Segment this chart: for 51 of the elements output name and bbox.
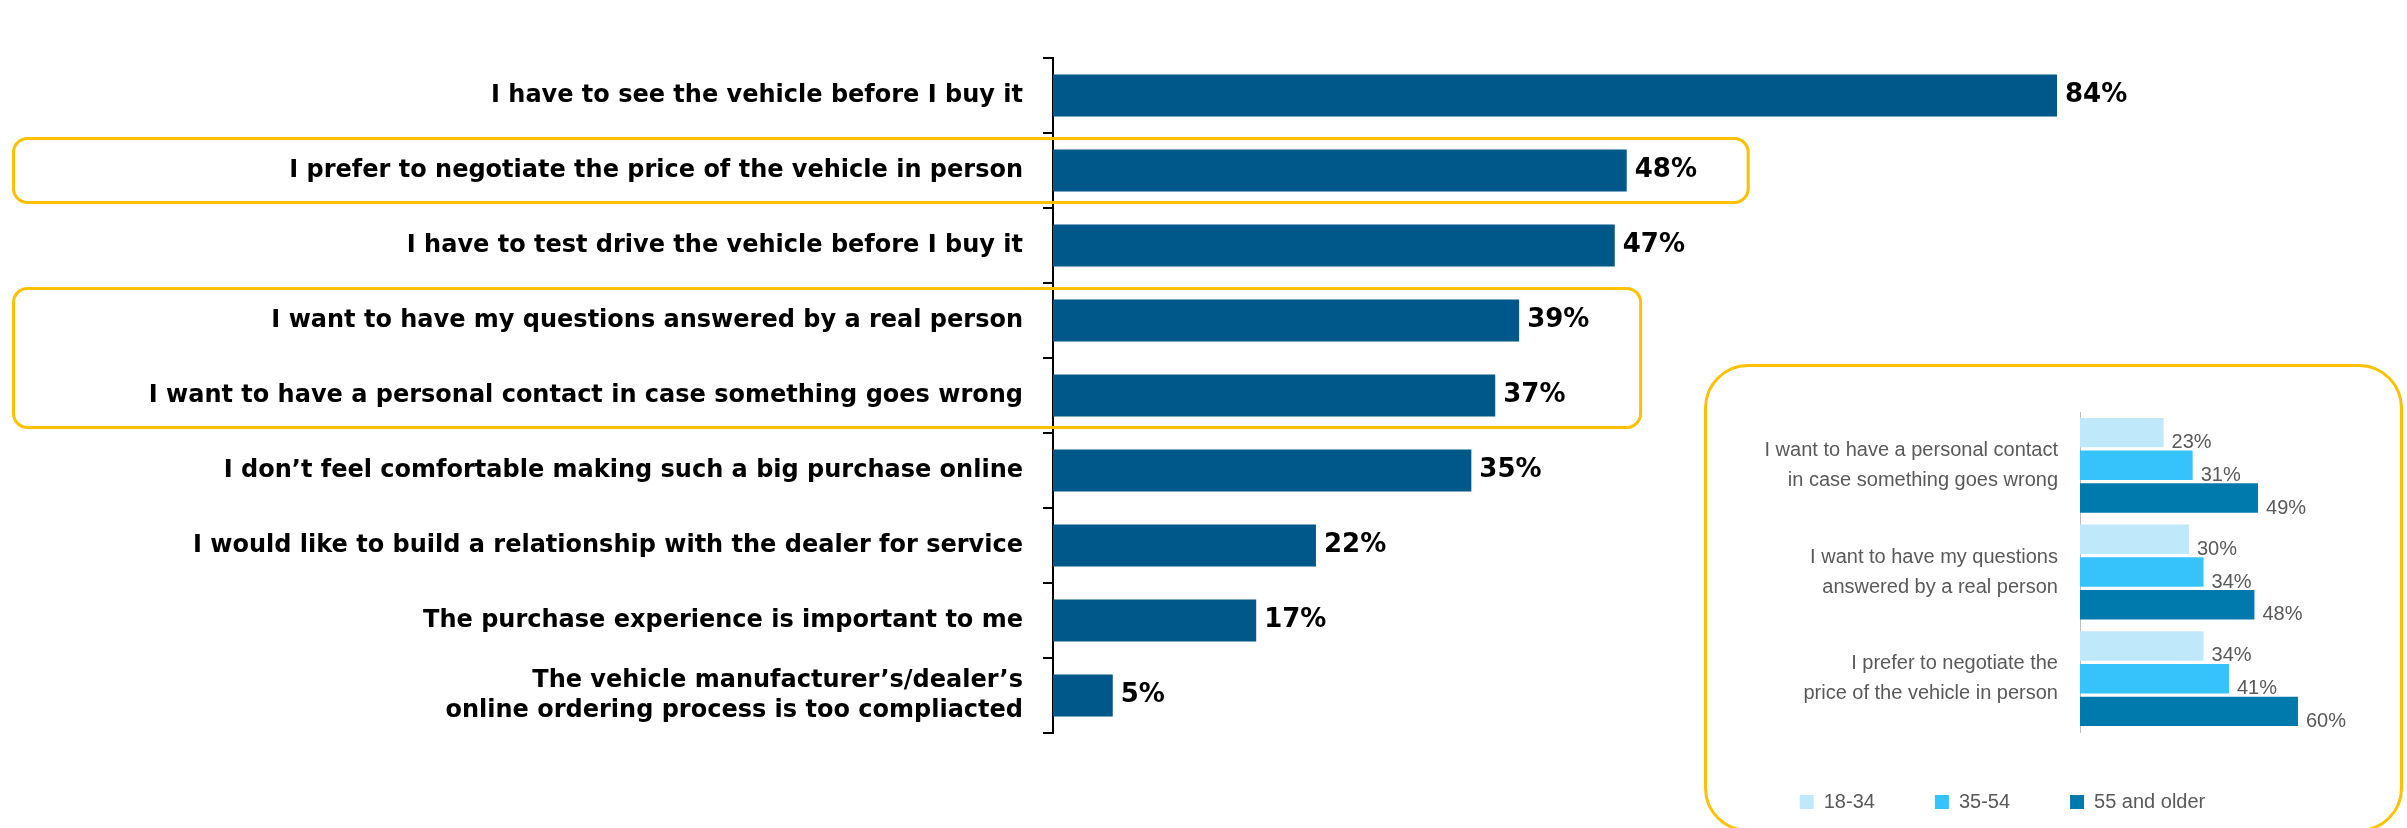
bar [2080, 663, 2229, 694]
bar [1053, 449, 1472, 492]
data-label: 48% [1634, 153, 1697, 184]
data-label: 49% [2266, 495, 2307, 518]
y-tick-label: I prefer to negotiate the price of the vehicle in person [1803, 651, 2058, 704]
bar [1053, 74, 2057, 117]
bar [2080, 696, 2298, 727]
bar [2080, 589, 2255, 620]
bar [1053, 599, 1257, 642]
bar [2080, 483, 2259, 513]
y-tick-label: I have to test drive the vehicle before I buy it [406, 229, 1023, 258]
data-label: 41% [2236, 676, 2278, 699]
y-tick-label: I want to have a personal contact in case something goes wrong [148, 379, 1023, 408]
data-label: 23% [2171, 430, 2212, 453]
y-tick-label: The purchase experience is important to me [423, 604, 1023, 633]
data-label: 34% [2211, 569, 2252, 592]
data-label: 47% [1622, 228, 1685, 259]
bar [2080, 524, 2189, 555]
legend-label: 18-34 [1823, 789, 1875, 812]
data-label: 5% [1120, 678, 1165, 709]
legend-label: 35-54 [1958, 789, 2011, 812]
data-label: 22% [1323, 528, 1387, 559]
y-tick-label: The vehicle manufacturer’s/dealer’s online ordering process is too compliacted [445, 664, 1023, 723]
y-tick-label: I want to have a personal contact in case something goes wrong [1764, 437, 2059, 490]
data-label: 48% [2262, 602, 2303, 625]
y-tick-label: I want to have my questions answered by a real person [271, 304, 1023, 333]
data-label: 17% [1264, 603, 1327, 634]
bar [2080, 631, 2204, 661]
bar [2080, 450, 2193, 481]
bar [1053, 224, 1615, 267]
data-label: 34% [2211, 643, 2252, 666]
bar [1053, 674, 1113, 717]
y-tick-label: I prefer to negotiate the price of the vehicle in person [289, 154, 1023, 183]
data-label: 35% [1479, 453, 1542, 484]
y-tick-label: I want to have my questions answered by a real person [1810, 544, 2058, 597]
y-tick-label: I have to see the vehicle before I buy it [491, 79, 1023, 108]
data-label: 31% [2200, 462, 2241, 485]
data-label: 60% [2306, 708, 2347, 731]
y-tick-label: I would like to build a relationship with the dealer for service [192, 529, 1023, 558]
data-label: 39% [1527, 303, 1590, 334]
bar [1053, 374, 1496, 417]
bar [1053, 149, 1627, 192]
data-label: 37% [1503, 378, 1566, 409]
data-label: 30% [2197, 536, 2238, 559]
bar [1053, 299, 1520, 342]
bar [2080, 417, 2164, 448]
data-label: 84% [2065, 78, 2128, 109]
y-tick-label: I don’t feel comfortable making such a big purchase online [223, 454, 1023, 483]
legend-label: 55 and older [2094, 789, 2206, 812]
bar [2080, 557, 2204, 587]
bar [1053, 524, 1316, 567]
